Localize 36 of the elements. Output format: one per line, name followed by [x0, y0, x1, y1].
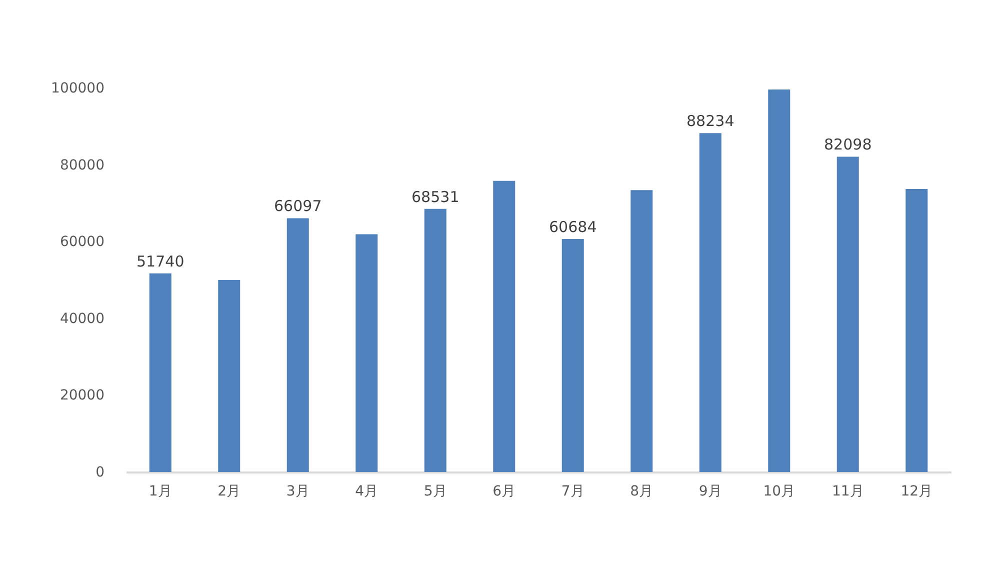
bar	[562, 238, 584, 472]
x-tick-label: 9月	[698, 484, 722, 500]
x-tick-label: 12月	[900, 484, 933, 500]
x-tick-label: 4月	[355, 484, 378, 500]
data-label: 60684	[549, 218, 597, 236]
bar	[218, 280, 240, 472]
bar	[286, 218, 309, 472]
bar	[424, 208, 446, 472]
bar	[836, 156, 859, 472]
x-tick-label: 11月	[832, 484, 864, 500]
y-tick-label: 80000	[60, 157, 104, 174]
y-tick-label: 40000	[60, 310, 104, 327]
data-label: 82098	[824, 136, 872, 154]
bar	[699, 133, 722, 472]
x-tick-label: 7月	[561, 484, 584, 500]
x-tick-label: 8月	[630, 484, 654, 500]
bar	[768, 90, 790, 472]
data-label: 51740	[136, 252, 184, 270]
y-tick-label: 60000	[60, 234, 104, 250]
y-tick-label: 0	[96, 464, 104, 480]
bar	[630, 190, 653, 472]
bar	[356, 234, 378, 472]
y-tick-label: 100000	[51, 80, 104, 96]
data-label: 68531	[412, 188, 460, 206]
y-tick-label: 20000	[60, 388, 104, 404]
x-tick-label: 6月	[492, 484, 516, 500]
bar	[493, 180, 516, 472]
data-label: 88234	[686, 112, 734, 130]
x-tick-label: 3月	[286, 484, 310, 500]
x-tick-label: 1月	[148, 484, 172, 500]
data-label: 66097	[274, 197, 322, 216]
bar	[906, 188, 928, 472]
x-tick-label: 5月	[424, 484, 447, 500]
x-tick-label: 2月	[218, 484, 241, 500]
bar	[149, 273, 172, 472]
x-tick-label: 10月	[763, 484, 796, 500]
